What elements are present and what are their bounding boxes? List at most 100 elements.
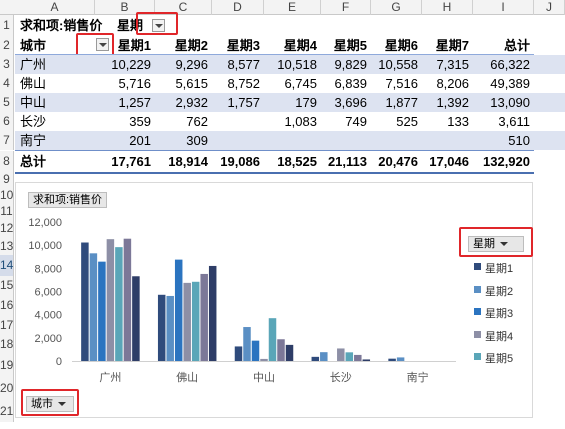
row-header[interactable]: 21 <box>0 400 14 422</box>
legend-swatch <box>474 308 481 315</box>
row-header[interactable]: 12 <box>0 219 14 237</box>
header-divider <box>15 54 534 55</box>
row-header[interactable]: 10 <box>0 187 14 203</box>
legend-field-button[interactable]: 星期 <box>468 236 524 252</box>
column-header-a[interactable]: A <box>15 0 95 15</box>
legend-entry[interactable]: 星期5 <box>474 350 530 365</box>
row-header[interactable]: 9 <box>0 172 14 187</box>
row-label-cell: 中山 <box>20 95 47 110</box>
bar-星期7-长沙[interactable] <box>362 359 371 361</box>
value-cell: 13,090 <box>490 95 530 110</box>
row-header[interactable]: 18 <box>0 334 14 355</box>
bar-星期3-中山[interactable] <box>251 340 260 361</box>
row-header[interactable]: 13 <box>0 237 14 255</box>
bar-星期3-佛山[interactable] <box>174 259 183 361</box>
y-tick-label: 2,000 <box>34 333 62 345</box>
x-category-label: 南宁 <box>407 370 429 384</box>
bar-星期3-广州[interactable] <box>98 261 106 361</box>
bar-星期5-佛山[interactable] <box>191 281 200 361</box>
value-cell: 1,083 <box>284 114 317 129</box>
bar-星期6-佛山[interactable] <box>200 273 208 361</box>
bar-星期5-广州[interactable] <box>115 247 123 361</box>
row-header[interactable]: 19 <box>0 355 14 376</box>
row-header[interactable]: 17 <box>0 316 14 334</box>
column-header-i[interactable]: I <box>473 0 534 15</box>
bar-星期5-长沙[interactable] <box>345 352 354 361</box>
bar-星期5-中山[interactable] <box>268 318 277 361</box>
bar-星期2-广州[interactable] <box>89 253 98 361</box>
row-header[interactable]: 7 <box>0 131 14 150</box>
row-header[interactable]: 16 <box>0 295 14 316</box>
legend-swatch <box>474 353 481 360</box>
row-header[interactable]: 5 <box>0 93 14 112</box>
column-header-b[interactable]: B <box>95 0 155 15</box>
col-header-cell: 星期7 <box>435 38 469 53</box>
value-cell: 3,696 <box>334 95 367 110</box>
bar-星期2-佛山[interactable] <box>166 295 174 361</box>
column-header-j[interactable]: J <box>534 0 565 15</box>
column-header-c[interactable]: C <box>155 0 212 15</box>
pivot-chart[interactable]: 求和项:销售价 0 2,000 4,000 6,000 8,000 10,000 12,00… <box>15 182 533 418</box>
row-header[interactable]: 4 <box>0 74 14 93</box>
row-header[interactable]: 6 <box>0 112 14 131</box>
value-cell: 2,932 <box>175 95 208 110</box>
value-cell: 9,829 <box>334 57 367 72</box>
row-header[interactable]: 15 <box>0 276 14 295</box>
value-cell: 1,757 <box>227 95 260 110</box>
bar-星期4-佛山[interactable] <box>183 282 191 361</box>
row-header[interactable]: 3 <box>0 55 14 74</box>
bar-星期1-佛山[interactable] <box>157 294 166 361</box>
bar-星期6-中山[interactable] <box>277 339 285 361</box>
total-cell: 18,914 <box>168 154 208 169</box>
column-field-filter-button[interactable] <box>152 19 165 32</box>
column-header-e[interactable]: E <box>264 0 321 15</box>
value-cell: 1,257 <box>118 95 151 110</box>
bar-星期7-中山[interactable] <box>285 344 294 361</box>
legend-entry[interactable]: 星期1 <box>474 260 530 275</box>
row-header[interactable]: 1 <box>0 15 14 36</box>
bar-星期2-长沙[interactable] <box>320 352 328 361</box>
value-cell: 359 <box>129 114 151 129</box>
value-cell: 7,315 <box>436 57 469 72</box>
row-header[interactable]: 14 <box>0 255 14 276</box>
value-cell <box>422 131 473 150</box>
value-cell: 10,558 <box>378 57 418 72</box>
axis-field-button[interactable]: 城市 <box>26 396 74 412</box>
bar-星期1-广州[interactable] <box>81 242 89 361</box>
bar-星期7-佛山[interactable] <box>208 265 217 361</box>
value-cell: 3,611 <box>498 114 530 129</box>
dropdown-arrow-icon <box>58 402 66 407</box>
row-header[interactable]: 2 <box>0 36 14 55</box>
column-header-h[interactable]: H <box>422 0 473 15</box>
bar-星期1-长沙[interactable] <box>311 356 320 361</box>
row-header[interactable]: 11 <box>0 203 14 219</box>
bar-星期4-广州[interactable] <box>106 239 115 361</box>
row-field-sort-button[interactable] <box>96 38 109 51</box>
bar-星期4-长沙[interactable] <box>337 348 345 361</box>
bar-星期7-广州[interactable] <box>132 276 140 361</box>
bar-星期1-中山[interactable] <box>234 346 243 361</box>
column-header-d[interactable]: D <box>212 0 264 15</box>
value-cell <box>212 112 264 131</box>
column-header-f[interactable]: F <box>321 0 371 15</box>
col-header-cell: 星期5 <box>333 38 367 53</box>
pivot-total-row: 总计 17,761 18,914 19,086 18,525 21,113 20… <box>15 151 565 172</box>
row-label-cell: 佛山 <box>20 76 47 91</box>
legend-field-label: 星期 <box>473 238 495 250</box>
value-cell: 510 <box>508 133 530 148</box>
column-header-g[interactable]: G <box>371 0 422 15</box>
legend-entry[interactable]: 星期2 <box>474 283 530 298</box>
bar-星期4-中山[interactable] <box>260 358 268 361</box>
bar-星期6-长沙[interactable] <box>354 354 362 361</box>
bar-星期2-中山[interactable] <box>243 327 251 361</box>
bar-星期6-广州[interactable] <box>123 238 132 361</box>
legend-entry[interactable]: 星期4 <box>474 328 530 343</box>
row-header[interactable]: 8 <box>0 151 14 172</box>
total-label: 总计 <box>20 154 47 169</box>
pivot-header-row: 城市 星期1 星期2 星期3 星期4 星期5 星期6 星期7 总计 <box>15 36 565 55</box>
bar-星期2-南宁[interactable] <box>396 357 405 361</box>
bar-星期1-南宁[interactable] <box>388 358 396 361</box>
value-field-button[interactable]: 求和项:销售价 <box>28 192 108 208</box>
legend-entry[interactable]: 星期3 <box>474 305 530 320</box>
row-header[interactable]: 20 <box>0 376 14 400</box>
